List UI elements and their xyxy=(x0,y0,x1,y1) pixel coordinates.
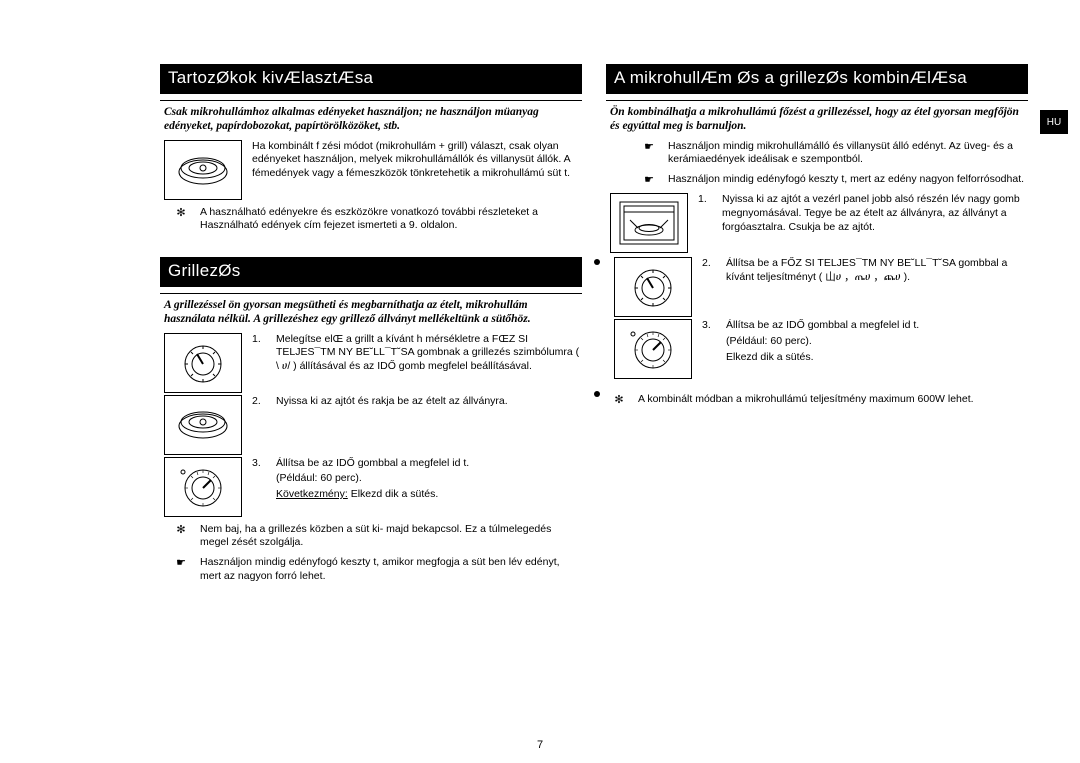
step-text-line: Állítsa be az IDŐ gombbal a megfelel id … xyxy=(276,457,582,471)
oven-illustration xyxy=(610,193,688,253)
rule xyxy=(160,100,582,101)
rack-illustration xyxy=(164,395,242,455)
right-bullet-1: ☛ Használjon mindig mikrohullámálló és v… xyxy=(640,140,1028,167)
right-step-2: 2. Állítsa be a FŐZ SI TELJES¯TM NY BE˘L… xyxy=(614,257,1028,317)
consequence-label: Következmény: xyxy=(276,488,348,500)
step-text-line: (Például: 60 perc). xyxy=(726,335,1028,349)
right-heading: A mikrohullÆm Øs a grillezØs kombinÆlÆsa xyxy=(606,64,1028,94)
note-text: Nem baj, ha a grillezés közben a süt ki-… xyxy=(200,523,582,550)
section2-step-1: 1. Melegítse elŒ a grillt a kívánt h mér… xyxy=(164,333,582,393)
right-column: A mikrohullÆm Øs a grillezØs kombinÆlÆsa… xyxy=(606,64,1028,744)
step-text-line: (Például: 60 perc). xyxy=(276,472,582,486)
step-text: Nyissa ki az ajtót és rakja be az ételt … xyxy=(276,395,582,455)
step-number: 1. xyxy=(698,193,712,253)
rule xyxy=(160,293,582,294)
section1-body-text: Ha kombinált f zési módot (mikrohullám +… xyxy=(252,140,582,200)
right-step-1: 1. Nyissa ki az ajtót a vezérl panel job… xyxy=(610,193,1028,253)
section1-body-row: Ha kombinált f zési módot (mikrohullám +… xyxy=(164,140,582,200)
cookware-illustration xyxy=(164,140,242,200)
section2-step-3: 3. Állítsa be az IDŐ gombbal a megfelel … xyxy=(164,457,582,517)
consequence-text: Elkezd dik a sütés. xyxy=(348,488,438,500)
section1-note: ✻ A használható edényekre és eszközökre … xyxy=(172,206,582,233)
right-step-3: 3. Állítsa be az IDŐ gombbal a megfelel … xyxy=(614,319,1028,379)
step-number: 3. xyxy=(252,457,266,517)
bullet-text: Használjon mindig edényfogó keszty t, me… xyxy=(668,173,1028,187)
page-columns: TartozØkok kivÆlasztÆsa Csak mikrohullám… xyxy=(160,64,1028,744)
section2-intro: A grillezéssel ön gyorsan megsütheti és … xyxy=(164,298,578,327)
locale-tab: HU xyxy=(1040,110,1068,134)
step-number: 3. xyxy=(702,319,716,379)
right-bullet-2: ☛ Használjon mindig edényfogó keszty t, … xyxy=(640,173,1028,187)
step-text: Állítsa be az IDŐ gombbal a megfelel id … xyxy=(726,319,1028,379)
bullet-text: Használjon mindig mikrohullámálló és vil… xyxy=(668,140,1028,167)
step-number: 2. xyxy=(252,395,266,455)
section1-intro: Csak mikrohullámhoz alkalmas edényeket h… xyxy=(164,105,578,134)
step-number: 1. xyxy=(252,333,266,393)
dial-illustration xyxy=(614,257,692,317)
star-icon: ✻ xyxy=(172,206,190,233)
step-text-line: Állítsa be az IDŐ gombbal a megfelel id … xyxy=(726,319,1028,333)
section2-note-2: ☛ Használjon mindig edényfogó keszty t, … xyxy=(172,556,582,583)
step-text: Állítsa be a FŐZ SI TELJES¯TM NY BE˘LL¯T… xyxy=(726,257,1028,317)
separator-dot-icon xyxy=(594,391,600,397)
note-text: Használjon mindig edényfogó keszty t, am… xyxy=(200,556,582,583)
step-text: Nyissa ki az ajtót a vezérl panel jobb a… xyxy=(722,193,1028,253)
section1-note-text: A használható edényekre és eszközökre vo… xyxy=(200,206,582,233)
step-text: Állítsa be az IDŐ gombbal a megfelel id … xyxy=(276,457,582,517)
step-number: 2. xyxy=(702,257,716,317)
timer-dial-illustration xyxy=(614,319,692,379)
hand-icon: ☛ xyxy=(640,140,658,167)
section2-note-1: ✻ Nem baj, ha a grillezés közben a süt k… xyxy=(172,523,582,550)
star-icon: ✻ xyxy=(610,393,628,407)
right-intro: Ön kombinálhatja a mikrohullámú főzést a… xyxy=(610,105,1024,134)
star-icon: ✻ xyxy=(172,523,190,550)
right-final-note: ✻ A kombinált módban a mikrohullámú telj… xyxy=(610,393,1028,407)
rule xyxy=(606,100,1028,101)
section2-heading: GrillezØs xyxy=(160,257,582,287)
dial-illustration xyxy=(164,333,242,393)
timer-dial-illustration xyxy=(164,457,242,517)
step-text: Melegítse elŒ a grillt a kívánt h mérsék… xyxy=(276,333,582,393)
section2-step-2: 2. Nyissa ki az ajtót és rakja be az éte… xyxy=(164,395,582,455)
hand-icon: ☛ xyxy=(172,556,190,583)
hand-icon: ☛ xyxy=(640,173,658,187)
note-text: A kombinált módban a mikrohullámú teljes… xyxy=(638,393,1028,407)
separator-dot-icon xyxy=(594,259,600,265)
page-number: 7 xyxy=(537,739,543,751)
section1-heading: TartozØkok kivÆlasztÆsa xyxy=(160,64,582,94)
step-text-line: Elkezd dik a sütés. xyxy=(726,351,1028,365)
left-column: TartozØkok kivÆlasztÆsa Csak mikrohullám… xyxy=(160,64,582,744)
